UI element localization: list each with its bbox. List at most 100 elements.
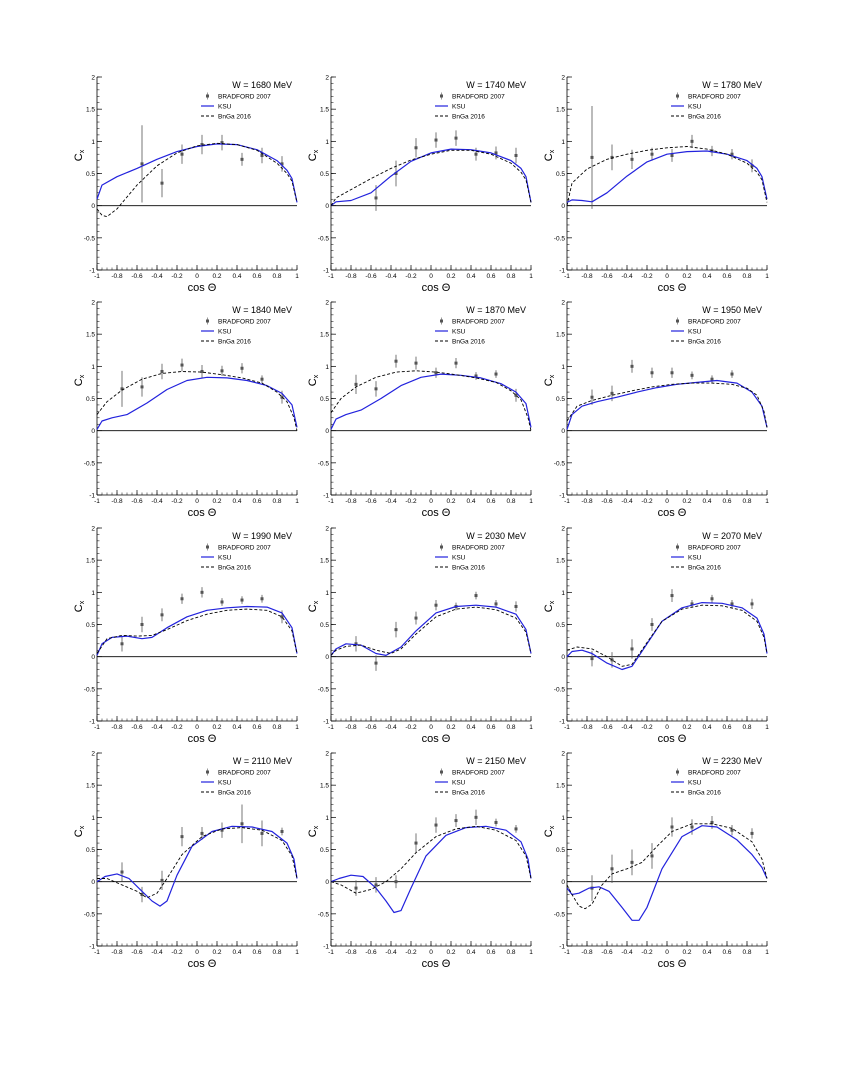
- x-tick-label: -0.2: [405, 273, 417, 280]
- x-axis-label: cos Θ: [658, 733, 687, 745]
- legend-label-bnga: BnGa 2016: [218, 565, 251, 572]
- data-point: [374, 883, 378, 887]
- data-point: [354, 642, 358, 646]
- panel-title: W = 1990 MeV: [232, 531, 292, 541]
- x-tick-label: 0: [665, 273, 669, 280]
- x-tick-label: -0.6: [365, 498, 377, 505]
- y-axis-label-sub: x: [79, 149, 86, 153]
- y-axis-label: Cx: [73, 149, 86, 161]
- y-tick-label: -0.5: [84, 235, 96, 242]
- x-tick-label: -0.2: [171, 724, 183, 731]
- y-tick-label: 0: [561, 428, 565, 435]
- data-point: [434, 371, 438, 375]
- data-point: [730, 602, 734, 606]
- y-tick-label: -1: [323, 268, 329, 275]
- x-tick-label: 0.2: [446, 273, 455, 280]
- x-tick-label: 0: [195, 724, 199, 731]
- data-point: [610, 658, 614, 662]
- y-axis-label-main: C: [307, 604, 319, 612]
- x-tick-label: -0.8: [581, 949, 593, 956]
- data-point: [200, 369, 204, 373]
- data-point: [474, 815, 478, 819]
- series-line-ksu: [566, 825, 768, 921]
- x-tick-label: 0.6: [722, 724, 731, 731]
- x-tick-label: 0.8: [506, 724, 515, 731]
- legend-label-ksu: KSU: [452, 780, 466, 787]
- y-tick-label: 1.5: [556, 332, 565, 339]
- y-tick-label: 2: [91, 75, 95, 82]
- legend-label-bradford: BRADFORD 2007: [452, 545, 505, 552]
- x-tick-label: 0.4: [702, 949, 711, 956]
- data-point: [394, 880, 398, 884]
- x-tick-label: 0.6: [252, 949, 261, 956]
- x-tick-label: -0.8: [111, 273, 123, 280]
- y-tick-label: 2: [561, 526, 565, 533]
- y-tick-label: 2: [325, 75, 329, 82]
- x-tick-label: -1: [94, 724, 100, 731]
- x-tick-label: -1: [564, 724, 570, 731]
- x-tick-label: -0.6: [601, 724, 613, 731]
- data-point: [710, 149, 714, 153]
- x-tick-label: 0.4: [466, 273, 475, 280]
- y-axis-label-main: C: [73, 829, 85, 837]
- panel-title: W = 1840 MeV: [232, 305, 292, 315]
- legend-label-ksu: KSU: [218, 555, 232, 562]
- series-line-bnga: [330, 606, 532, 656]
- x-tick-label: -0.2: [641, 273, 653, 280]
- data-point: [240, 157, 244, 161]
- y-tick-label: 0: [325, 879, 329, 886]
- y-tick-label: 1: [561, 815, 565, 822]
- x-tick-label: 0.6: [722, 273, 731, 280]
- panel-title: W = 1740 MeV: [466, 80, 526, 90]
- x-tick-label: 1: [295, 949, 299, 956]
- x-tick-label: -0.6: [601, 949, 613, 956]
- x-tick-label: 0: [195, 273, 199, 280]
- series-line-bnga: [566, 146, 768, 206]
- data-point: [280, 829, 284, 833]
- panel-title: W = 1950 MeV: [702, 305, 762, 315]
- x-tick-label: 0.2: [682, 498, 691, 505]
- x-tick-label: 1: [529, 498, 533, 505]
- x-tick-label: -1: [94, 498, 100, 505]
- y-axis-label-main: C: [73, 378, 85, 386]
- y-tick-label: 2: [561, 75, 565, 82]
- data-point: [650, 371, 654, 375]
- x-tick-label: 0.8: [742, 724, 751, 731]
- x-tick-label: -0.4: [385, 949, 397, 956]
- x-tick-label: 0: [429, 273, 433, 280]
- y-tick-label: 1.5: [556, 107, 565, 114]
- x-tick-label: 0.6: [722, 498, 731, 505]
- y-tick-label: 1: [325, 364, 329, 371]
- data-point: [414, 361, 418, 365]
- legend-label-bnga: BnGa 2016: [688, 114, 721, 121]
- legend-label-bradford: BRADFORD 2007: [452, 770, 505, 777]
- x-tick-label: -0.2: [405, 724, 417, 731]
- panel: -1 -0.5 0 0.5 1 1.5 2 -1 -0.8 -0.6 -0.4 -0.2 0 0.2 0.4…: [73, 751, 299, 971]
- data-point: [434, 603, 438, 607]
- data-point: [750, 831, 754, 835]
- data-point: [394, 172, 398, 175]
- series-line-bnga: [330, 825, 532, 894]
- y-axis-label-sub: x: [549, 374, 556, 378]
- data-point: [514, 604, 518, 608]
- y-tick-label: -1: [323, 944, 329, 951]
- data-point: [200, 831, 204, 835]
- data-point: [630, 860, 634, 864]
- x-tick-label: 0.4: [466, 724, 475, 731]
- x-tick-label: -0.4: [385, 724, 397, 731]
- y-tick-label: 1: [91, 815, 95, 822]
- y-tick-label: 2: [561, 751, 565, 758]
- y-tick-label: 2: [325, 526, 329, 533]
- x-tick-label: -0.8: [345, 949, 357, 956]
- y-tick-label: 1.5: [556, 783, 565, 790]
- x-tick-label: 0.4: [466, 498, 475, 505]
- legend-label-bnga: BnGa 2016: [452, 790, 485, 797]
- data-point: [750, 164, 754, 168]
- legend-label-ksu: KSU: [688, 555, 702, 562]
- series-line-bnga: [566, 604, 768, 667]
- x-tick-label: -0.8: [581, 498, 593, 505]
- x-axis-label: cos Θ: [658, 507, 687, 519]
- data-point: [650, 152, 654, 156]
- series-line-bnga: [330, 149, 532, 206]
- panel: -1 -0.5 0 0.5 1 1.5 2 -1 -0.8 -0.6 -0.4 -0.2 0 0.2 0.4…: [543, 300, 769, 520]
